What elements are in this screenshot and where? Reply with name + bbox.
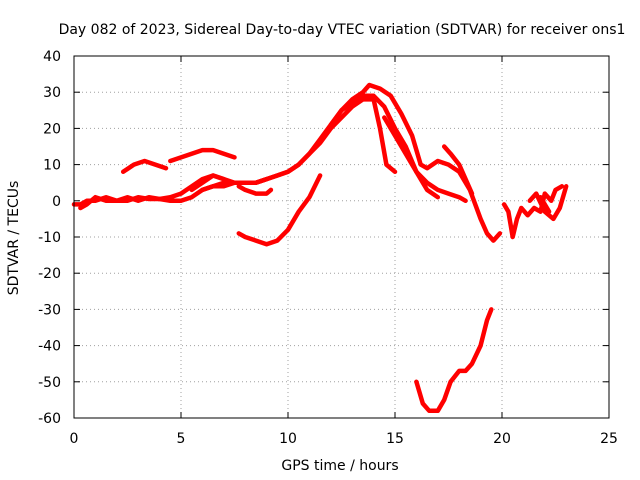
y-tick-label: 20 xyxy=(43,121,61,137)
series-arc-4 xyxy=(168,147,237,164)
series-arc-10 xyxy=(382,115,468,204)
y-tick-label: -50 xyxy=(38,375,61,391)
y-axis-label: SDTVAR / TECUs xyxy=(6,181,22,296)
grid-lines xyxy=(74,56,609,418)
y-tick-label: -60 xyxy=(38,411,61,427)
x-tick-label: 20 xyxy=(493,431,511,447)
y-tick-label: -40 xyxy=(38,339,61,355)
series-arc-9 xyxy=(328,82,503,243)
series-arc-12 xyxy=(414,307,494,414)
x-tick-label: 10 xyxy=(279,431,297,447)
series-arc-3 xyxy=(120,158,169,175)
y-tick-label: 30 xyxy=(43,85,61,101)
series-arc-5 xyxy=(200,97,398,193)
series-arc-13 xyxy=(501,184,565,240)
y-tick-label: -20 xyxy=(38,266,61,282)
chart-title: Day 082 of 2023, Sidereal Day-to-day VTE… xyxy=(59,22,626,38)
x-tick-label: 15 xyxy=(386,431,404,447)
y-tick-label: 40 xyxy=(43,49,61,65)
series-arc-11 xyxy=(441,144,475,196)
x-tick-label: 25 xyxy=(600,431,618,447)
y-tick-label: 10 xyxy=(43,158,61,174)
x-axis-label: GPS time / hours xyxy=(281,458,398,474)
y-tick-label: -30 xyxy=(38,302,61,318)
series-arc-14 xyxy=(527,184,569,222)
x-tick-label: 0 xyxy=(70,431,79,447)
series-arc-7 xyxy=(236,184,274,196)
x-tick-label: 5 xyxy=(177,431,186,447)
axis-ticks: 0 5 10 15 20 25 -60 -50 -40 -30 -20 -10 0 10 20 30 40 xyxy=(38,49,618,447)
y-tick-label: -10 xyxy=(38,230,61,246)
data-traces xyxy=(71,82,569,414)
series-arc-15 xyxy=(538,194,552,214)
series-arc-6 xyxy=(189,93,441,200)
series-arc-8 xyxy=(236,173,323,247)
y-tick-label: 0 xyxy=(52,194,61,210)
